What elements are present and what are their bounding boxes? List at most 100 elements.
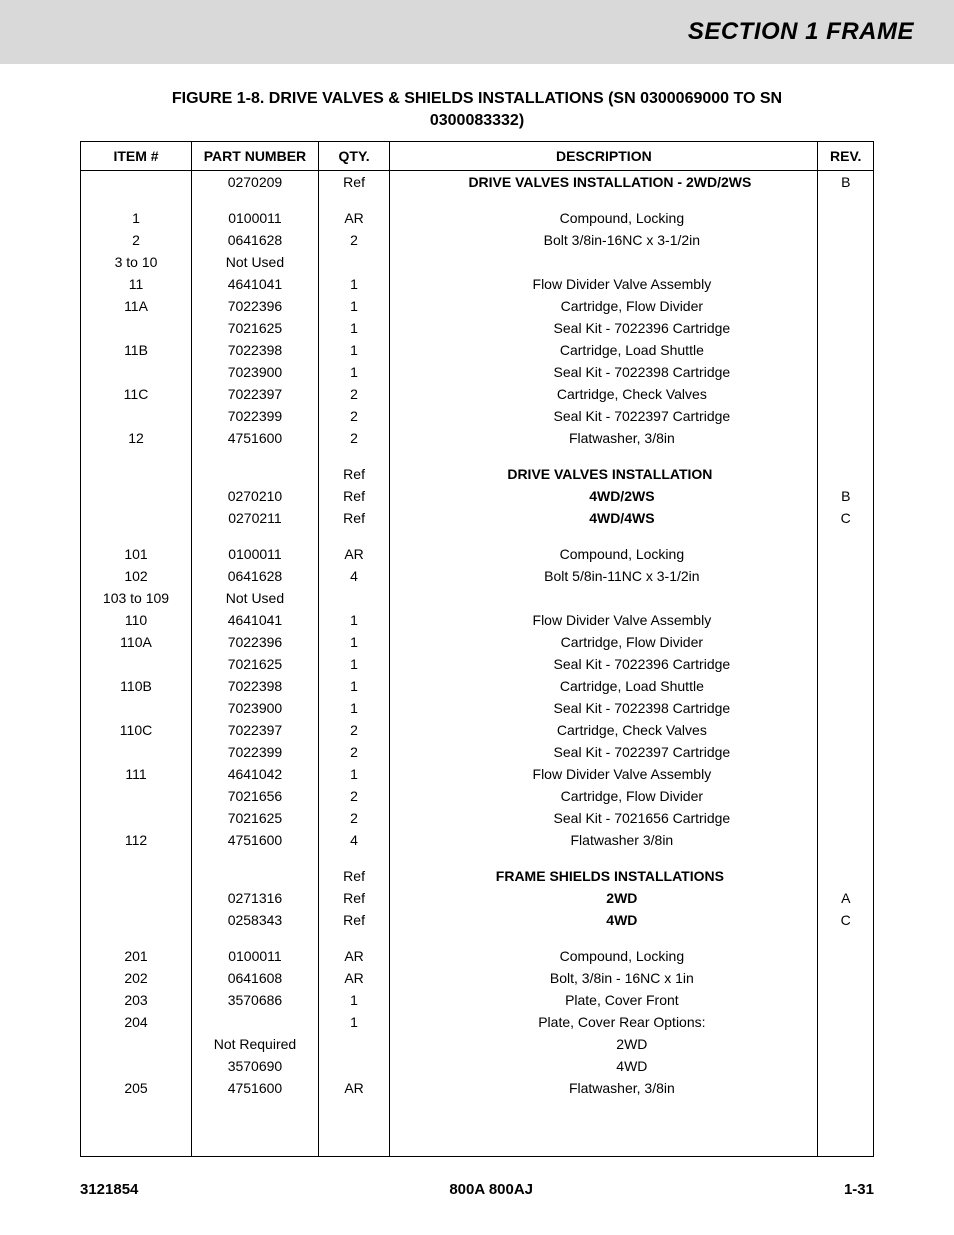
cell-item [81, 741, 192, 763]
table-row: 70216562Cartridge, Flow Divider [81, 785, 874, 807]
cell-rev: C [818, 507, 874, 529]
cell-part: 7022397 [192, 383, 319, 405]
table-row: Not Required2WD [81, 1033, 874, 1055]
cell-part: 4751600 [192, 427, 319, 449]
cell-item: 1 [81, 207, 192, 229]
cell-part: 7023900 [192, 697, 319, 719]
cell-part: 7021656 [192, 785, 319, 807]
parts-table-wrap: ITEM # PART NUMBER QTY. DESCRIPTION REV.… [80, 141, 874, 1157]
cell-rev [818, 785, 874, 807]
cell-qty: 2 [318, 719, 389, 741]
cell-part: 3570686 [192, 989, 319, 1011]
cell-desc: Plate, Cover Front [390, 989, 818, 1011]
table-row [81, 851, 874, 865]
table-row: 0271316Ref2WDA [81, 887, 874, 909]
cell-rev [818, 295, 874, 317]
cell-rev [818, 763, 874, 785]
cell-rev [818, 719, 874, 741]
table-row [81, 193, 874, 207]
cell-qty: Ref [318, 170, 389, 193]
cell-item: 102 [81, 565, 192, 587]
cell-qty: 1 [318, 675, 389, 697]
cell-qty: 2 [318, 807, 389, 829]
table-row: 3 to 10Not Used [81, 251, 874, 273]
table-row: 110C70223972Cartridge, Check Valves [81, 719, 874, 741]
cell-qty: AR [318, 1077, 389, 1157]
cell-qty: Ref [318, 485, 389, 507]
cell-part: 0100011 [192, 207, 319, 229]
cell-desc: Flatwasher 3/8in [390, 829, 818, 851]
cell-desc: Seal Kit - 7022396 Cartridge [390, 317, 818, 339]
cell-desc: Compound, Locking [390, 207, 818, 229]
cell-rev: B [818, 170, 874, 193]
cell-item [81, 807, 192, 829]
cell-part: 3570690 [192, 1055, 319, 1077]
cell-desc: DRIVE VALVES INSTALLATION - 2WD/2WS [390, 170, 818, 193]
cell-desc [390, 251, 818, 273]
cell-rev [818, 1011, 874, 1033]
cell-item [81, 653, 192, 675]
col-desc: DESCRIPTION [390, 141, 818, 170]
cell-desc: 4WD/4WS [390, 507, 818, 529]
cell-rev [818, 1077, 874, 1157]
table-row: 11B70223981Cartridge, Load Shuttle [81, 339, 874, 361]
footer-center: 800A 800AJ [449, 1181, 533, 1198]
table-row: 110A70223961Cartridge, Flow Divider [81, 631, 874, 653]
cell-qty: 2 [318, 785, 389, 807]
table-row: 70223992Seal Kit - 7022397 Cartridge [81, 405, 874, 427]
col-rev: REV. [818, 141, 874, 170]
cell-part: 4641042 [192, 763, 319, 785]
cell-rev: B [818, 485, 874, 507]
cell-desc: Flatwasher, 3/8in [390, 1077, 818, 1157]
cell-part: 7022399 [192, 405, 319, 427]
figure-title-line1: FIGURE 1-8. DRIVE VALVES & SHIELDS INSTA… [172, 90, 782, 107]
cell-desc: 4WD [390, 1055, 818, 1077]
cell-qty: 1 [318, 273, 389, 295]
cell-item [81, 785, 192, 807]
table-body: 0270209RefDRIVE VALVES INSTALLATION - 2W… [81, 170, 874, 1156]
table-row: 1010100011ARCompound, Locking [81, 543, 874, 565]
table-row: 20335706861Plate, Cover Front [81, 989, 874, 1011]
cell-part: 7021625 [192, 653, 319, 675]
cell-part: 7022399 [192, 741, 319, 763]
cell-qty: 2 [318, 405, 389, 427]
cell-part: 0641608 [192, 967, 319, 989]
cell-qty: Ref [318, 463, 389, 485]
cell-rev [818, 631, 874, 653]
table-row: 103 to 109Not Used [81, 587, 874, 609]
cell-rev [818, 1033, 874, 1055]
cell-item [81, 170, 192, 193]
cell-qty: 1 [318, 317, 389, 339]
cell-item: 111 [81, 763, 192, 785]
cell-item: 12 [81, 427, 192, 449]
cell-qty: 1 [318, 631, 389, 653]
table-row: 70223992Seal Kit - 7022397 Cartridge [81, 741, 874, 763]
cell-desc: Flatwasher, 3/8in [390, 427, 818, 449]
cell-desc: 2WD [390, 887, 818, 909]
cell-desc: 2WD [390, 1033, 818, 1055]
cell-rev [818, 653, 874, 675]
cell-part: 7021625 [192, 807, 319, 829]
cell-rev: C [818, 909, 874, 931]
cell-desc: Cartridge, Load Shuttle [390, 339, 818, 361]
cell-rev [818, 405, 874, 427]
cell-qty: 1 [318, 763, 389, 785]
cell-part: 0100011 [192, 945, 319, 967]
cell-rev [818, 829, 874, 851]
table-row: 11046410411Flow Divider Valve Assembly [81, 609, 874, 631]
cell-qty: 1 [318, 361, 389, 383]
cell-rev [818, 383, 874, 405]
cell-rev [818, 1055, 874, 1077]
cell-qty: AR [318, 945, 389, 967]
cell-qty: 2 [318, 229, 389, 251]
cell-desc: Seal Kit - 7022396 Cartridge [390, 653, 818, 675]
cell-qty: 2 [318, 741, 389, 763]
cell-rev [818, 609, 874, 631]
cell-desc: Cartridge, Flow Divider [390, 631, 818, 653]
table-row: RefDRIVE VALVES INSTALLATION [81, 463, 874, 485]
cell-qty [318, 587, 389, 609]
header-band: SECTION 1 FRAME [0, 0, 954, 64]
table-row: 3570690 4WD [81, 1055, 874, 1077]
cell-qty [318, 251, 389, 273]
cell-part: 7023900 [192, 361, 319, 383]
